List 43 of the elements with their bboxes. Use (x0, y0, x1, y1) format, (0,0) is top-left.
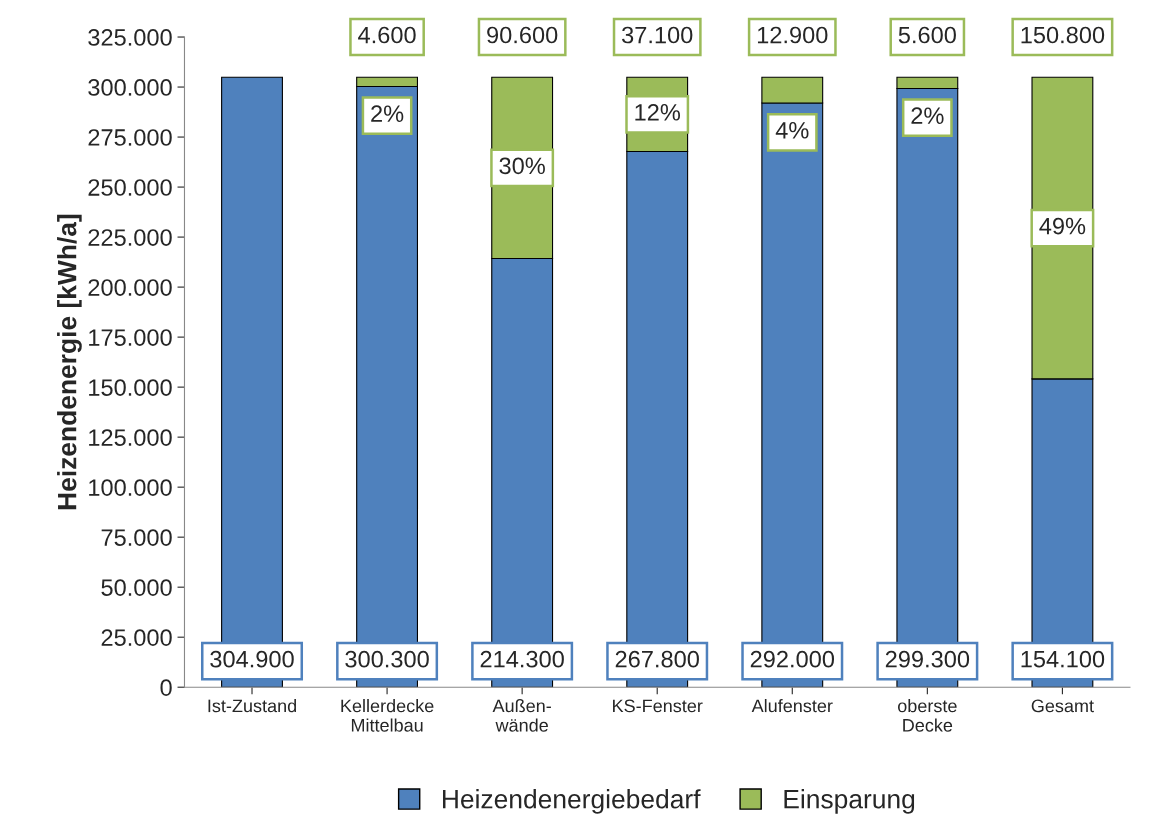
data-label: 90.600 (487, 26, 558, 44)
x-tick-label: oberste Decke (897, 699, 957, 732)
y-tick-label: 225.000 (88, 229, 172, 246)
data-label: 12.900 (757, 26, 828, 44)
annotation: 2% (371, 105, 404, 122)
x-tick-label: Ist-Zustand (208, 699, 297, 713)
data-label: 267.800 (615, 650, 699, 668)
annotation: 12% (635, 103, 680, 121)
x-tick-label: Gesamt (1031, 699, 1094, 713)
y-tick-label: 175.000 (89, 329, 172, 346)
data-label: 300.300 (345, 650, 429, 668)
x-tick-label: Kellerdecke Mittelbau (341, 699, 434, 732)
data-label: 4.600 (358, 26, 416, 44)
y-tick-label: 275.000 (88, 129, 172, 146)
y-axis-title: Heizendenergie [kWh/a] (57, 214, 82, 510)
y-tick-label: 300.000 (88, 79, 172, 96)
data-label: 292.000 (750, 650, 835, 668)
y-tick-label: 125.000 (89, 429, 172, 446)
y-tick-label: 200.000 (88, 279, 172, 296)
x-tick-label: KS-Fenster (613, 699, 703, 713)
data-label: 150.800 (1021, 26, 1105, 44)
x-tick-label: Außen- wände (492, 699, 551, 732)
data-label: 37.100 (622, 26, 693, 44)
y-tick-label: 0 (160, 679, 172, 696)
y-tick-label: 25.000 (101, 629, 172, 646)
y-tick-label: 50.000 (101, 579, 172, 596)
y-tick-label: 250.000 (88, 179, 172, 196)
annotation: 2% (911, 107, 944, 124)
annotation: 30% (499, 157, 545, 175)
y-tick-label: 325.000 (88, 29, 172, 46)
data-label: 214.300 (480, 650, 564, 668)
data-label: 304.900 (210, 650, 294, 668)
data-label: 299.300 (885, 650, 970, 668)
y-tick-label: 75.000 (101, 529, 172, 546)
legend-label: Heizendenergiebedarf (443, 789, 701, 814)
annotation: 4% (775, 122, 809, 139)
data-label: 154.100 (1021, 650, 1105, 668)
y-tick-label: 150.000 (89, 379, 172, 396)
annotation: 49% (1039, 217, 1086, 235)
y-tick-label: 100.000 (89, 479, 172, 496)
data-label: 5.600 (898, 26, 956, 44)
legend-label: Einsparung (784, 789, 915, 814)
x-tick-label: Alufenster (751, 699, 833, 713)
